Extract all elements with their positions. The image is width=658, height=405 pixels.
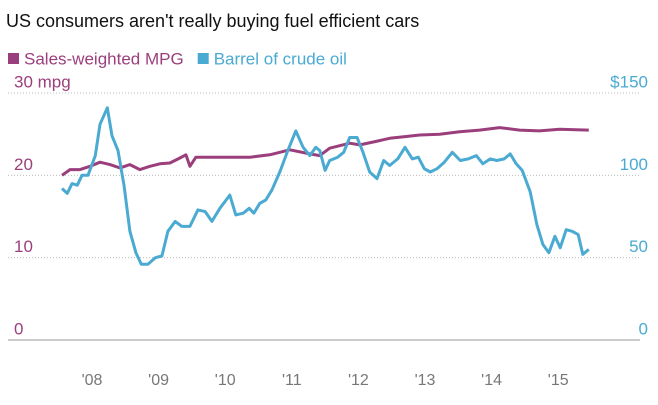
legend-swatch <box>197 53 209 64</box>
y2-tick-label: $150 <box>610 72 648 91</box>
x-tick-label: '11 <box>282 372 302 389</box>
x-tick-label: '13 <box>415 372 436 389</box>
legend-swatch <box>8 53 19 64</box>
x-tick-label: '10 <box>215 372 236 389</box>
legend-label: Barrel of crude oil <box>214 49 347 68</box>
y-tick-label: 10 <box>14 237 33 256</box>
y-tick-label: 0 <box>14 319 23 338</box>
x-tick-label: '09 <box>148 372 169 389</box>
x-tick-label: '12 <box>348 372 369 389</box>
y2-tick-label: 50 <box>629 237 648 256</box>
y2-tick-label: 100 <box>620 155 648 174</box>
x-tick-label: '08 <box>82 372 103 389</box>
y-tick-label: 20 <box>14 155 33 174</box>
series-line <box>60 106 590 266</box>
x-tick-label: '15 <box>548 372 569 389</box>
x-tick-label: '14 <box>481 372 502 389</box>
y2-tick-label: 0 <box>639 319 648 338</box>
series-line <box>61 126 589 177</box>
y-tick-label: 30 mpg <box>14 72 71 91</box>
chart-title: US consumers aren't really buying fuel e… <box>6 11 419 31</box>
legend-label: Sales-weighted MPG <box>24 49 184 68</box>
